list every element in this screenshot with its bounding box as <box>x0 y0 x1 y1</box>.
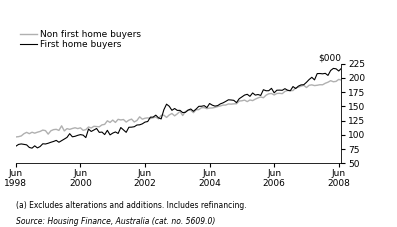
Line: First home buyers: First home buyers <box>16 68 341 148</box>
Non first home buyers <box>13 136 18 138</box>
Line: Non first home buyers: Non first home buyers <box>16 79 341 137</box>
Non first home buyers <box>191 111 196 114</box>
First home buyers <box>339 67 344 70</box>
Non first home buyers <box>339 79 344 81</box>
First home buyers <box>194 108 198 110</box>
First home buyers <box>30 147 35 150</box>
First home buyers <box>13 145 18 148</box>
Text: Source: Housing Finance, Australia (cat. no. 5609.0): Source: Housing Finance, Australia (cat.… <box>16 217 215 226</box>
First home buyers <box>318 72 322 75</box>
Non first home buyers <box>328 79 333 82</box>
First home buyers <box>331 67 336 70</box>
Text: (a) Excludes alterations and additions. Includes refinancing.: (a) Excludes alterations and additions. … <box>16 201 247 210</box>
Non first home buyers <box>118 118 123 121</box>
Legend: Non first home buyers, First home buyers: Non first home buyers, First home buyers <box>20 30 141 49</box>
First home buyers <box>224 100 228 103</box>
First home buyers <box>121 128 126 131</box>
First home buyers <box>92 129 96 131</box>
Non first home buyers <box>221 104 225 106</box>
Non first home buyers <box>315 84 320 87</box>
Non first home buyers <box>336 78 341 81</box>
Non first home buyers <box>89 127 94 129</box>
Text: $000: $000 <box>318 54 341 63</box>
